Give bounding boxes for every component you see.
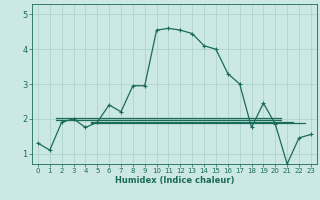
X-axis label: Humidex (Indice chaleur): Humidex (Indice chaleur) bbox=[115, 176, 234, 185]
